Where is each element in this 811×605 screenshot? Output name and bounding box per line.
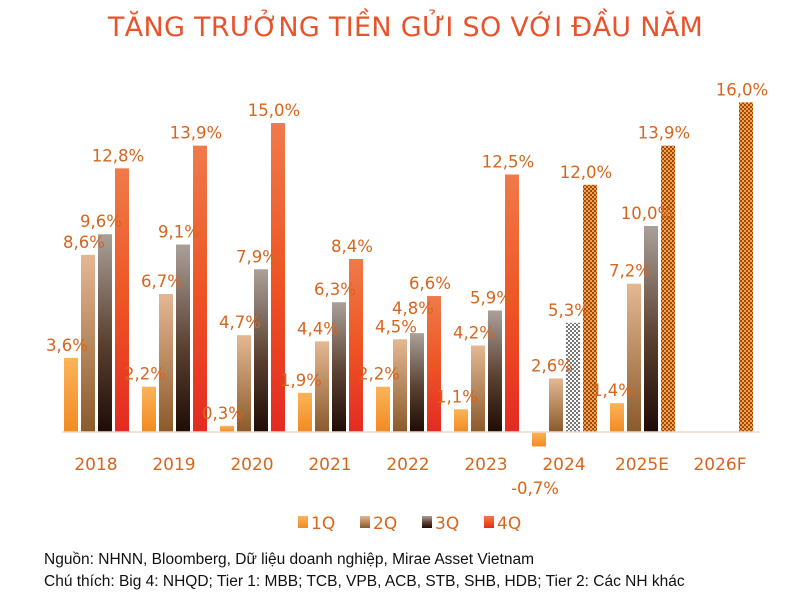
x-tick-label: 2019 (152, 455, 195, 475)
bar-2018-3Q (98, 234, 112, 432)
data-label: 4,4% (297, 319, 339, 338)
data-label: 4,2% (453, 323, 495, 342)
bar-2025E-4Q (661, 145, 675, 432)
bar-2023-1Q (454, 409, 468, 432)
legend-swatch-4Q (484, 516, 494, 528)
bar-2025E-1Q (610, 403, 624, 432)
bar-2023-3Q (488, 310, 502, 432)
data-label: 2,2% (124, 365, 166, 384)
data-label: 16,0% (716, 80, 768, 99)
x-tick-label: 2021 (308, 455, 351, 475)
data-label: -0,7% (511, 479, 559, 498)
x-tick-label: 2023 (464, 455, 507, 475)
legend-label-4Q: 4Q (497, 514, 521, 534)
legend-label-3Q: 3Q (435, 514, 459, 534)
x-tick-label: 2022 (386, 455, 429, 475)
bar-2023-4Q (505, 174, 519, 432)
bar-2023-2Q (471, 345, 485, 432)
bar-2019-4Q (193, 145, 207, 432)
x-tick-label: 2018 (74, 455, 117, 475)
chart-title: TĂNG TRƯỞNG TIỀN GỬI SO VỚI ĐẦU NĂM (107, 12, 704, 43)
bar-2020-2Q (237, 335, 251, 432)
data-label: 2,2% (358, 365, 400, 384)
data-label: 10,0% (621, 204, 673, 223)
bar-2022-4Q (427, 296, 441, 432)
data-label: 12,8% (92, 146, 144, 165)
x-tick-label: 2024 (542, 455, 585, 475)
legend-swatch-2Q (360, 516, 370, 528)
bar-2022-3Q (410, 333, 424, 432)
data-label: 1,1% (436, 387, 478, 406)
data-label: 6,6% (409, 274, 451, 293)
bar-2021-4Q (349, 258, 363, 432)
data-label: 4,8% (392, 299, 434, 318)
bar-2025E-3Q (644, 226, 658, 432)
data-label: 6,7% (141, 272, 183, 291)
bar-2025E-2Q (627, 283, 641, 432)
bar-2024-1Q (532, 432, 546, 447)
data-label: 12,5% (482, 153, 534, 172)
data-label: 7,2% (609, 262, 651, 281)
data-label: 8,6% (63, 233, 105, 252)
data-label: 6,3% (314, 280, 356, 299)
bar-2024-3Q (566, 322, 580, 432)
footnote: Chú thích: Big 4: NHQD; Tier 1: MBB; TCB… (44, 573, 685, 590)
bar-2022-1Q (376, 386, 390, 432)
bar-2018-1Q (64, 357, 78, 432)
bar-2021-3Q (332, 302, 346, 432)
legend-swatch-3Q (422, 516, 432, 528)
bar-2018-4Q (115, 168, 129, 432)
bar-2018-2Q (81, 254, 95, 432)
legend-swatch-1Q (298, 516, 308, 528)
bar-2024-2Q (549, 378, 563, 432)
data-label: 1,4% (592, 381, 634, 400)
data-label: 4,7% (219, 313, 261, 332)
data-label: 9,1% (158, 223, 200, 242)
data-label: 7,9% (236, 247, 278, 266)
data-label: 15,0% (248, 101, 300, 120)
data-label: 2,6% (531, 356, 573, 375)
bar-2020-1Q (220, 425, 234, 432)
data-label: 0,3% (202, 404, 244, 423)
bar-2024-4Q (583, 184, 597, 432)
bar-2019-2Q (159, 293, 173, 432)
data-label: 3,6% (46, 336, 88, 355)
x-tick-label: 2026F (693, 455, 746, 475)
data-label: 5,3% (548, 301, 590, 320)
data-label: 5,9% (470, 288, 512, 307)
x-tick-label: 2020 (230, 455, 273, 475)
data-label: 1,9% (280, 371, 322, 390)
bar-2026F-4Q (739, 102, 753, 433)
bar-2020-3Q (254, 269, 268, 432)
data-label: 13,9% (170, 124, 222, 143)
bar-2021-2Q (315, 341, 329, 432)
data-label: 8,4% (331, 237, 373, 256)
bar-2021-1Q (298, 392, 312, 432)
legend-label-2Q: 2Q (373, 514, 397, 534)
data-label: 12,0% (560, 163, 612, 182)
x-tick-label: 2025E (615, 455, 669, 475)
data-label: 4,5% (375, 317, 417, 336)
data-label: 13,9% (638, 124, 690, 143)
bar-2019-3Q (176, 244, 190, 432)
bar-2020-4Q (271, 123, 285, 432)
bar-2019-1Q (142, 386, 156, 432)
data-label: 9,6% (80, 212, 122, 231)
legend-label-1Q: 1Q (311, 514, 335, 534)
bar-2022-2Q (393, 339, 407, 432)
source-note: Nguồn: NHNN, Bloomberg, Dữ liệu doanh ng… (44, 551, 534, 568)
